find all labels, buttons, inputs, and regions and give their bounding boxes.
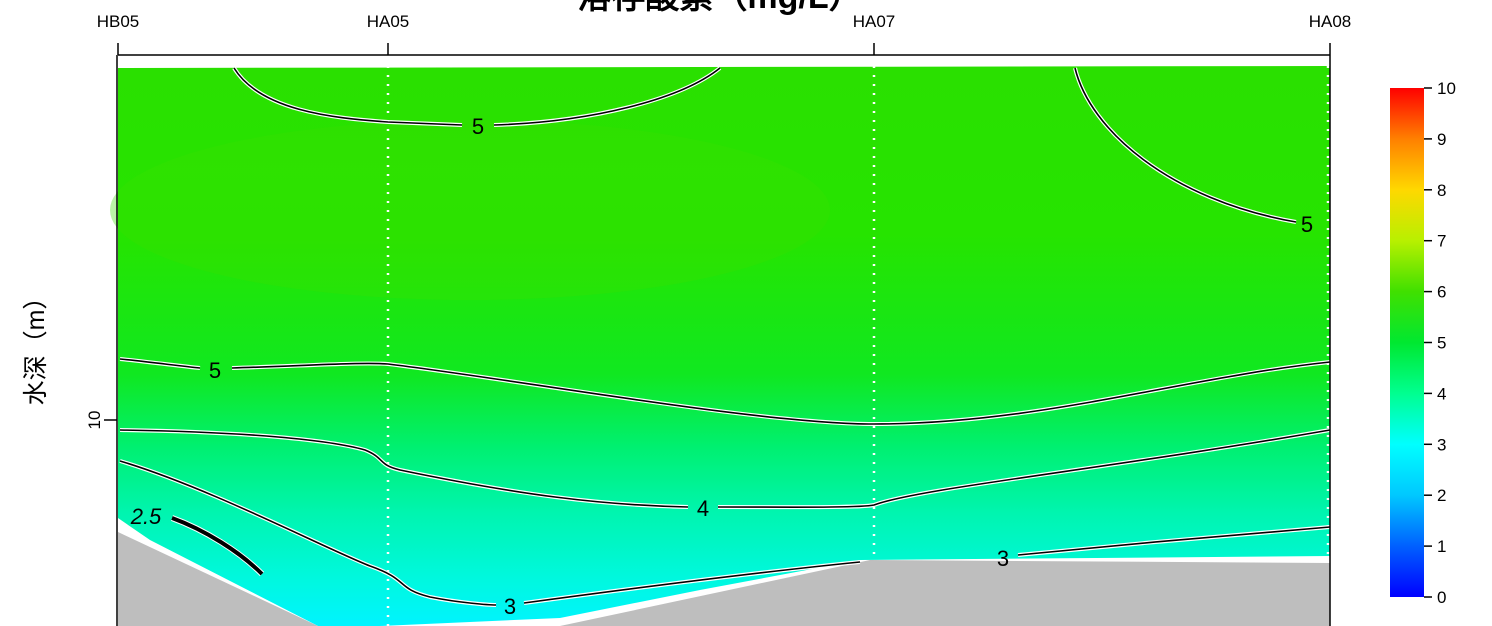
station-label-ha05: HA05: [367, 12, 410, 31]
colorbar-tick-label: 5: [1437, 334, 1446, 353]
colorbar-tick-label: 10: [1437, 79, 1456, 98]
colorbar-gradient: [1390, 88, 1424, 597]
left-axis: [104, 55, 118, 626]
contour-label: 5: [1301, 212, 1313, 237]
contour-label: 4: [697, 496, 709, 521]
top-axis: [117, 43, 1331, 56]
station-label-ha07: HA07: [853, 12, 896, 31]
do-field: [118, 66, 1330, 626]
contour-label: 5: [472, 114, 484, 139]
colorbar-tick-label: 8: [1437, 181, 1446, 200]
colorbar-tick-label: 9: [1437, 130, 1446, 149]
y-axis-label: 水深（m）: [22, 285, 50, 406]
contours: [119, 66, 1331, 607]
colorbar-tick-label: 6: [1437, 283, 1446, 302]
colorbar: 0 1 2 3 4 5 6 7 8 9 10: [1390, 79, 1456, 607]
colorbar-ticks: 0 1 2 3 4 5 6 7 8 9 10: [1424, 79, 1456, 607]
seabed-left: [118, 532, 318, 626]
colorbar-tick-label: 2: [1437, 486, 1446, 505]
colorbar-tick-label: 0: [1437, 588, 1446, 607]
colorbar-tick-label: 4: [1437, 384, 1446, 403]
contour-label: 2.5: [130, 504, 162, 529]
chart-title: 溶存酸素（mg/L）: [577, 0, 862, 16]
station-label-ha08: HA08: [1309, 12, 1352, 31]
station-lines: [386, 66, 1330, 626]
colorbar-tick-label: 1: [1437, 537, 1446, 556]
contour-label: 5: [209, 358, 221, 383]
field-highlight: [110, 120, 830, 300]
plot-area: [110, 66, 1330, 626]
contour-label: 3: [997, 546, 1009, 571]
station-label-hb05: HB05: [97, 12, 140, 31]
colorbar-tick-label: 7: [1437, 232, 1446, 251]
colorbar-tick-label: 3: [1437, 435, 1446, 454]
y-tick-label: 10: [85, 411, 104, 430]
contour-label: 3: [504, 594, 516, 619]
seabed-right: [560, 560, 1330, 626]
